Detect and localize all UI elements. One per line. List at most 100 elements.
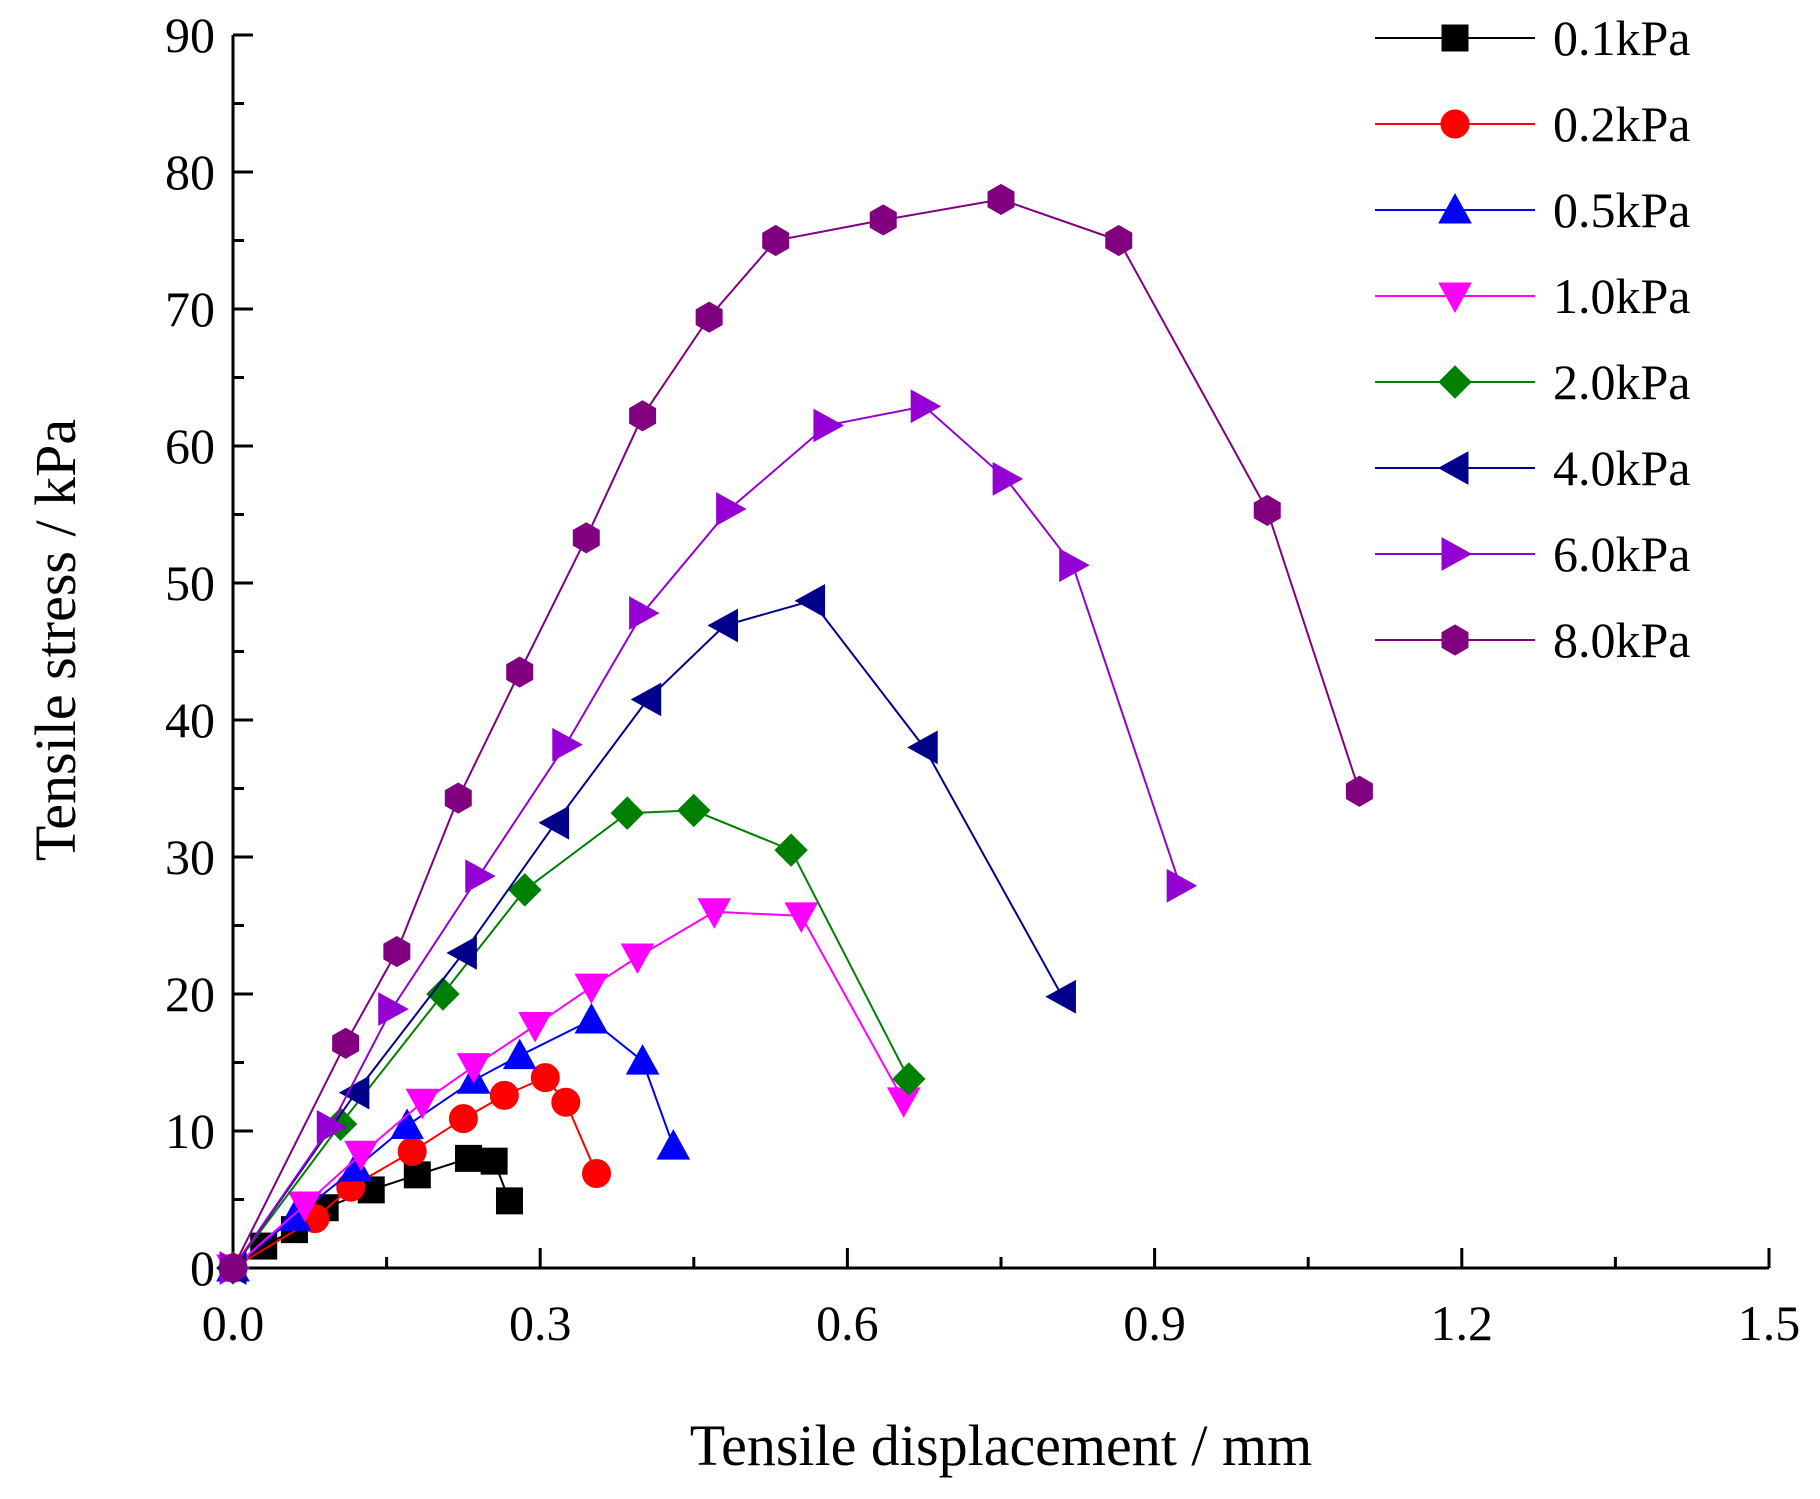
legend-label: 4.0kPa [1553,440,1691,496]
series-0.1kPa [219,1144,523,1282]
y-tick-label: 60 [165,418,215,474]
data-point [390,1108,424,1140]
data-point [707,608,739,643]
data-point [697,898,732,929]
data-point [444,782,472,814]
data-point [620,943,655,975]
legend-item: 2.0kPa [1375,354,1691,410]
y-tick-label: 80 [165,144,215,200]
legend-marker [1438,282,1472,314]
legend-item: 4.0kPa [1375,440,1691,496]
data-point [610,796,644,830]
data-point [1045,979,1076,1014]
legend-label: 0.1kPa [1553,10,1691,66]
legend-label: 2.0kPa [1553,354,1691,410]
series-line [232,198,1361,1269]
data-point [695,301,723,333]
legend-marker [1441,24,1469,52]
data-point [551,1087,581,1117]
legend-item: 8.0kPa [1375,612,1691,668]
data-point [448,1104,478,1134]
data-point [383,935,411,968]
data-point [574,1002,609,1034]
legend-marker [1440,109,1470,139]
legend-marker [1438,365,1472,399]
data-point [1105,224,1133,257]
data-point [465,859,496,894]
data-point [784,902,819,933]
data-point [219,1252,247,1284]
data-point [538,805,570,840]
data-point [1345,775,1373,807]
data-point [1166,868,1198,903]
x-tick-label: 0.0 [202,1295,265,1351]
legend: 0.1kPa 0.2kPa 0.5kPa 1.0kPa 2.0kPa 4.0kPa 6.0k… [1375,10,1691,668]
legend-item: 0.5kPa [1375,182,1691,238]
data-point [446,936,477,970]
data-point [869,204,897,236]
data-point [656,1129,691,1160]
data-point [455,1144,483,1172]
data-point [813,408,844,443]
data-point [316,1110,348,1144]
data-point [630,682,662,717]
data-point [495,1187,523,1215]
data-point [1253,494,1281,526]
series-line [232,405,1182,1269]
data-point [426,977,460,1011]
x-tick-label: 1.5 [1738,1295,1801,1351]
y-tick-label: 30 [165,829,215,885]
legend-label: 6.0kPa [1553,526,1691,582]
data-point [508,873,542,907]
data-point [774,833,808,867]
y-tick-label: 90 [165,7,215,63]
y-tick-label: 50 [165,555,215,611]
data-point [530,1063,560,1093]
legend-label: 8.0kPa [1553,612,1691,668]
legend-marker [1441,624,1469,656]
data-point [886,1087,921,1118]
y-axis-title: Tensile stress / kPa [23,419,88,861]
data-point [574,973,609,1005]
legend-marker [1441,537,1473,571]
data-point [456,1053,491,1084]
y-tick-label: 10 [165,1103,215,1159]
data-point [403,1161,431,1189]
data-point [910,389,942,424]
legend-item: 0.1kPa [1375,10,1691,66]
data-point [907,730,938,765]
data-point [582,1158,612,1188]
data-point [405,1088,440,1120]
data-point [397,1137,427,1167]
data-point [794,583,826,618]
legend-item: 6.0kPa [1375,526,1691,582]
data-point [987,183,1015,215]
data-point [1059,548,1090,583]
x-tick-label: 1.2 [1431,1295,1494,1351]
legend-label: 0.5kPa [1553,182,1691,238]
legend-item: 0.2kPa [1375,96,1691,152]
data-point [332,1027,360,1059]
data-point [716,492,747,526]
data-point [489,1080,519,1110]
axes: 0.0 0.3 0.6 0.9 1.2 1.5 0 10 20 30 40 50 60 70 80 90 [165,7,1800,1351]
legend-label: 0.2kPa [1553,96,1691,152]
data-point [338,1075,370,1110]
y-tick-label: 20 [165,966,215,1022]
series-8.0kPa [219,183,1373,1284]
y-tick-label: 0 [190,1240,215,1296]
legend-marker [1437,451,1469,485]
data-point [992,462,1024,496]
data-point [378,992,409,1026]
data-point [506,656,534,688]
x-tick-label: 0.9 [1123,1295,1186,1351]
x-tick-label: 0.3 [509,1295,572,1351]
data-point [625,1044,660,1075]
data-point [287,1191,322,1223]
data-point [552,727,583,762]
legend-marker [1438,192,1472,224]
legend-item: 1.0kPa [1375,268,1691,324]
data-point [677,793,711,828]
y-tick-label: 40 [165,692,215,748]
